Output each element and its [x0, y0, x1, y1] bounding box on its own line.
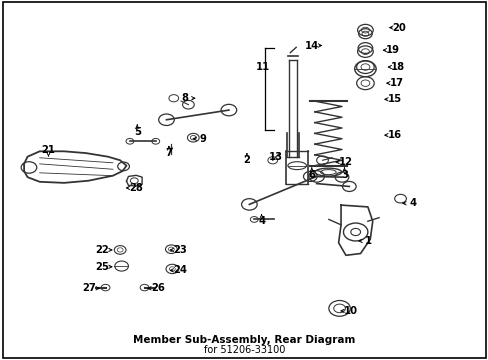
Text: 12: 12: [338, 157, 352, 167]
Text: 14: 14: [304, 41, 318, 50]
Text: 24: 24: [173, 265, 187, 275]
Text: 19: 19: [386, 45, 399, 55]
Text: 13: 13: [269, 152, 283, 162]
Text: 15: 15: [387, 94, 401, 104]
Text: 16: 16: [387, 130, 401, 140]
Text: 22: 22: [95, 245, 109, 255]
Text: 5: 5: [133, 127, 141, 136]
Text: 7: 7: [165, 148, 172, 158]
Text: 25: 25: [95, 262, 109, 272]
Text: 9: 9: [199, 134, 206, 144]
Text: 1: 1: [365, 236, 372, 246]
Text: 2: 2: [243, 155, 250, 165]
Text: 18: 18: [390, 62, 405, 72]
Text: 4: 4: [408, 198, 415, 208]
Text: 21: 21: [41, 144, 55, 154]
Text: 10: 10: [343, 306, 357, 316]
Text: 4: 4: [258, 216, 264, 226]
Text: for 51206-33100: for 51206-33100: [203, 345, 285, 355]
Text: 26: 26: [150, 283, 164, 293]
Text: 6: 6: [307, 170, 315, 180]
Text: 11: 11: [255, 62, 269, 72]
Text: 17: 17: [389, 78, 403, 88]
Text: 28: 28: [129, 183, 143, 193]
Text: 23: 23: [173, 245, 186, 255]
Text: 8: 8: [181, 93, 188, 103]
Text: 27: 27: [82, 283, 96, 293]
Text: 20: 20: [392, 23, 406, 33]
Text: 3: 3: [340, 170, 347, 180]
Text: Member Sub-Assembly, Rear Diagram: Member Sub-Assembly, Rear Diagram: [133, 334, 355, 345]
